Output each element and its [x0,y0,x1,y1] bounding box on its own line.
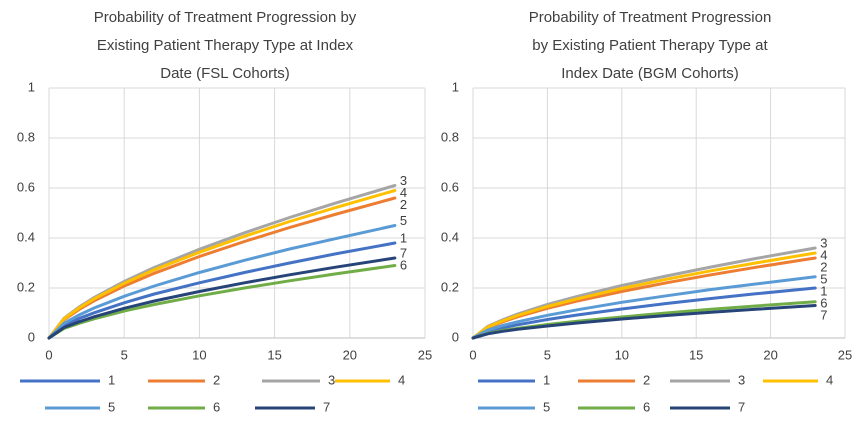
y-tick-label: 0.6 [441,179,459,194]
series-line [47,189,397,340]
legend-label: 6 [643,399,650,414]
end-label: 5 [820,271,827,286]
series-line [47,256,397,340]
legend-label: 5 [543,399,550,414]
legend-label: 7 [738,399,745,414]
chart: Probability of Treatment Progression by E… [17,9,432,414]
x-tick-label: 0 [45,347,52,362]
legend-label: 7 [323,399,330,414]
y-tick-label: 0.4 [441,229,459,244]
end-label: 4 [820,247,827,262]
chart-title: Existing Patient Therapy Type at Index [97,37,354,54]
end-label: 1 [820,283,827,298]
series-line [47,224,397,340]
x-tick-label: 25 [418,347,432,362]
chart: Probability of Treatment Progression by E… [441,9,852,414]
x-tick-label: 5 [544,347,551,362]
end-label: 5 [400,213,407,228]
end-label: 7 [400,245,407,260]
end-label: 3 [400,173,407,188]
end-label: 6 [820,295,827,310]
series-line [471,275,817,340]
y-tick-label: 0.2 [441,279,459,294]
legend-label: 4 [826,372,833,387]
series-line [47,241,397,340]
y-tick-label: 0.8 [17,129,35,144]
chart-title: Index Date (BGM Cohorts) [561,65,739,82]
end-label: 7 [820,307,827,322]
x-tick-label: 25 [838,347,852,362]
end-label: 2 [820,259,827,274]
y-tick-label: 0.6 [17,179,35,194]
chart-title: Date (FSL Cohorts) [160,65,290,82]
x-tick-label: 15 [689,347,703,362]
series-line [471,251,817,340]
chart-title: Probability of Treatment Progression [529,9,772,26]
legend-label: 5 [108,399,115,414]
chart-title: by Existing Patient Therapy Type at [532,37,768,54]
y-tick-label: 0.4 [17,229,35,244]
y-tick-label: 0.8 [441,129,459,144]
end-label: 3 [820,235,827,250]
y-tick-label: 0.2 [17,279,35,294]
y-tick-label: 1 [28,79,35,94]
y-tick-label: 1 [452,79,459,94]
end-label: 2 [400,197,407,212]
series-line [471,304,817,340]
legend-label: 2 [213,372,220,387]
legend-label: 3 [738,372,745,387]
legend-label: 2 [643,372,650,387]
end-label: 4 [400,185,407,200]
x-tick-label: 20 [763,347,777,362]
x-tick-label: 20 [343,347,357,362]
y-tick-label: 0 [452,329,459,344]
x-tick-label: 10 [192,347,206,362]
legend-label: 1 [108,372,115,387]
x-tick-label: 10 [615,347,629,362]
series-line [471,286,817,340]
legend-label: 4 [398,372,405,387]
legend-label: 6 [213,399,220,414]
x-tick-label: 0 [469,347,476,362]
x-tick-label: 15 [267,347,281,362]
y-tick-label: 0 [28,329,35,344]
end-label: 6 [400,257,407,272]
x-tick-label: 5 [121,347,128,362]
legend-label: 3 [328,372,335,387]
chart-title: Probability of Treatment Progression by [94,9,357,26]
legend-label: 1 [543,372,550,387]
end-label: 1 [400,230,407,245]
